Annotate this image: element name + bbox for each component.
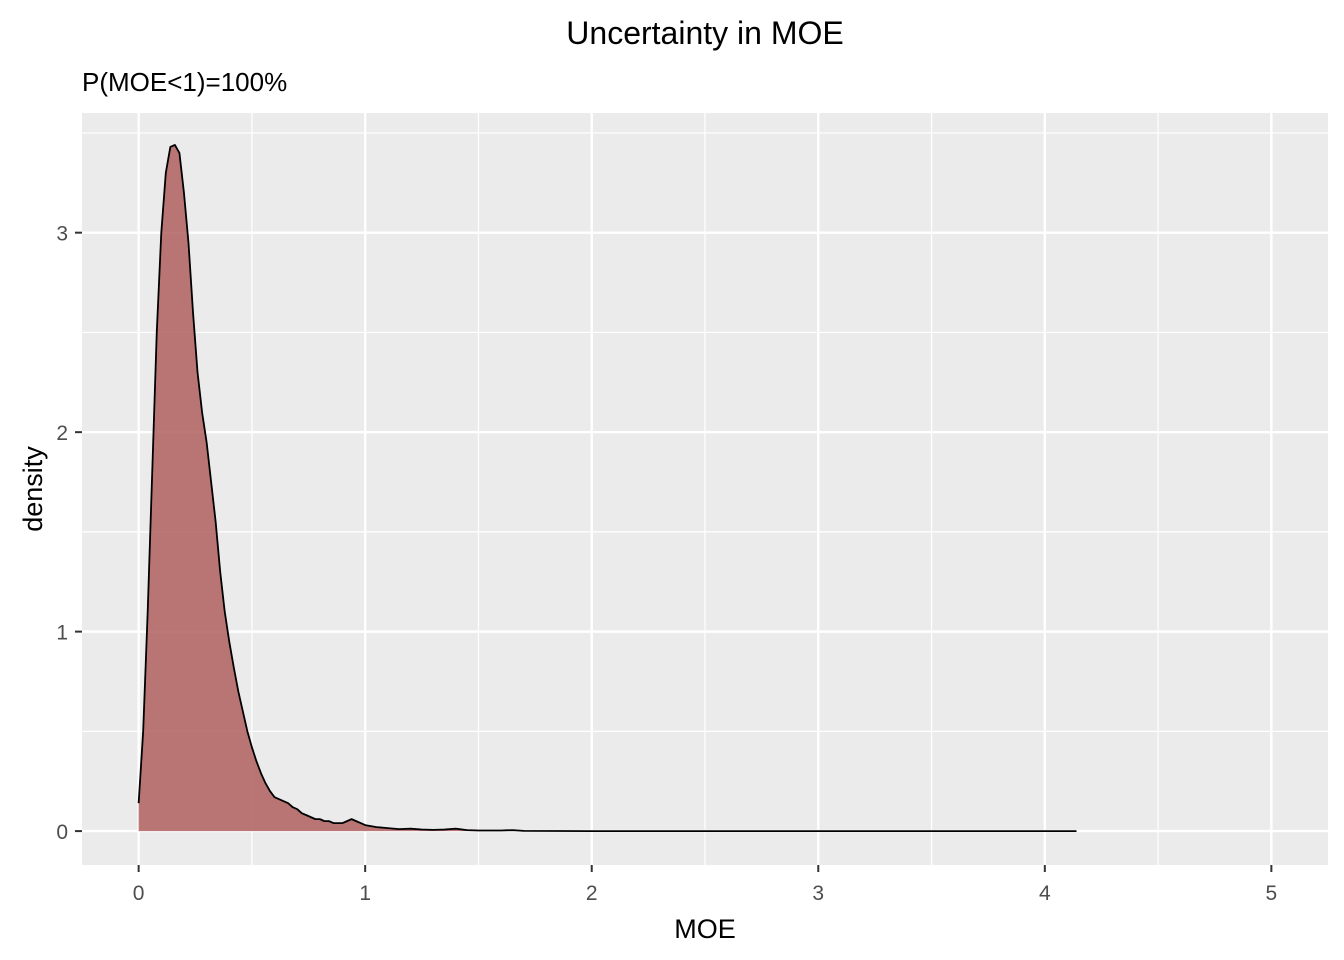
y-tick-label: 0 <box>56 821 68 844</box>
density-line <box>137 144 1077 832</box>
x-tick-label: 1 <box>359 882 371 905</box>
chart-title: Uncertainty in MOE <box>566 15 843 51</box>
x-tick-label: 0 <box>133 882 145 905</box>
x-axis-title: MOE <box>674 914 736 944</box>
minor-gridlines <box>82 113 1328 865</box>
y-tick-label: 2 <box>56 422 68 445</box>
major-gridlines <box>82 113 1328 865</box>
x-tick-label: 3 <box>812 882 824 905</box>
y-axis: 0 1 2 3 <box>56 223 82 844</box>
chart-subtitle: P(MOE<1)=100% <box>82 67 287 97</box>
x-tick-label: 5 <box>1266 882 1278 905</box>
x-axis: 0 1 2 3 4 5 <box>133 865 1277 905</box>
x-tick-label: 4 <box>1039 882 1051 905</box>
y-axis-title: density <box>18 446 48 532</box>
density-area <box>138 144 1077 832</box>
y-tick-label: 3 <box>56 223 68 246</box>
y-tick-label: 1 <box>56 622 68 645</box>
x-tick-label: 2 <box>586 882 598 905</box>
